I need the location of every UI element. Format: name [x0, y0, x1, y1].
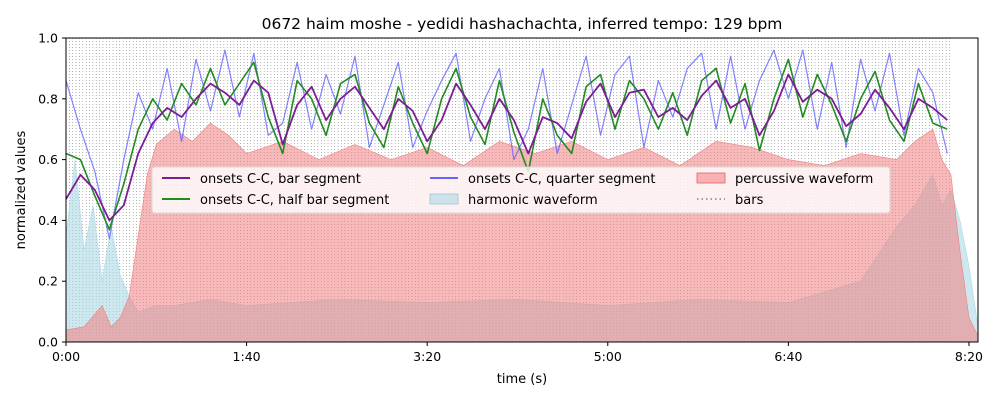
y-tick-label: 0.6: [38, 152, 58, 167]
y-tick-label: 0.8: [38, 91, 58, 106]
legend-label-bars: bars: [735, 193, 764, 208]
y-tick-label: 0.4: [38, 213, 58, 228]
x-tick-label: 1:40: [233, 349, 261, 364]
onset-lines: [65, 49, 948, 240]
x-axis: 0:00 1:40 3:20 5:00 6:40 8:20: [52, 342, 983, 364]
y-axis: 0.0 0.2 0.4 0.6 0.8 1.0: [38, 31, 66, 350]
x-tick-label: 6:40: [774, 349, 802, 364]
x-tick-label: 3:20: [413, 349, 441, 364]
x-tick-label: 0:00: [52, 349, 80, 364]
half-bar-segment-line: [65, 58, 948, 231]
y-tick-label: 1.0: [38, 31, 58, 46]
chart-title: 0672 haim moshe - yedidi hashachachta, i…: [262, 15, 783, 33]
quarter-segment-line: [65, 49, 948, 240]
legend-swatch-percussive: [696, 172, 726, 184]
x-axis-label: time (s): [497, 372, 547, 387]
legend-label-half-bar-segment: onsets C-C, half bar segment: [200, 193, 389, 208]
legend-label-bar-segment: onsets C-C, bar segment: [200, 172, 361, 187]
legend-label-percussive: percussive waveform: [735, 172, 873, 187]
legend: onsets C-C, bar segment onsets C-C, half…: [151, 166, 891, 214]
x-tick-label: 8:20: [955, 349, 983, 364]
legend-swatch-harmonic: [429, 193, 459, 205]
y-tick-label: 0.2: [38, 274, 58, 289]
y-axis-label: normalized values: [14, 130, 29, 249]
plot-frame: [65, 37, 979, 343]
legend-label-quarter-segment: onsets C-C, quarter segment: [468, 172, 655, 187]
y-tick-label: 0.0: [38, 335, 58, 350]
legend-label-harmonic: harmonic waveform: [468, 193, 598, 208]
bar-segment-line: [65, 73, 948, 222]
x-tick-label: 5:00: [594, 349, 622, 364]
